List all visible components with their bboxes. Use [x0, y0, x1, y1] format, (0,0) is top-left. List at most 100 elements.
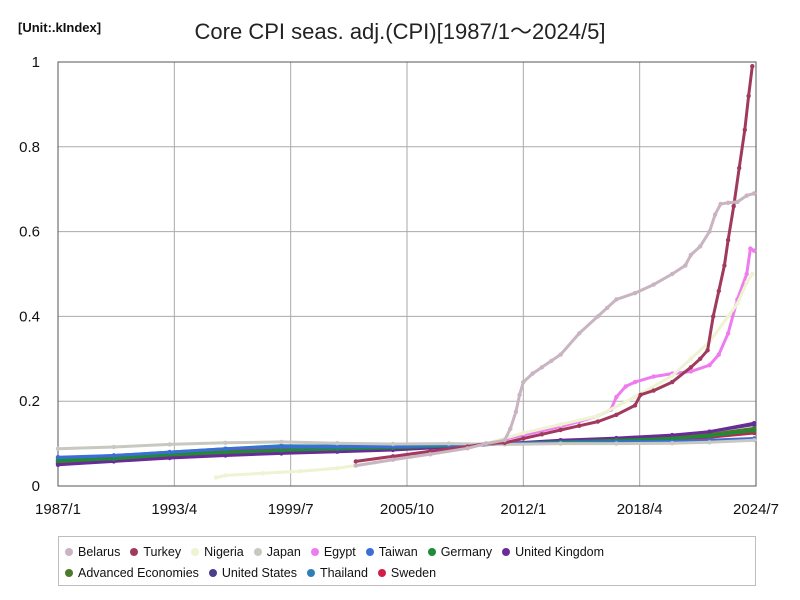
data-point-japan: [670, 441, 675, 446]
x-tick-label: 2005/10: [380, 501, 434, 518]
legend-item-germany: Germany: [427, 541, 492, 562]
data-point-belarus: [353, 463, 358, 468]
series-turkey: [353, 63, 755, 464]
data-point-turkey: [742, 127, 747, 132]
legend-label: Sweden: [390, 565, 437, 580]
legend-swatch: [253, 547, 262, 556]
legend-swatch: [306, 568, 315, 577]
data-point-nigeria: [214, 475, 219, 480]
x-tick-label: 2012/1: [500, 501, 546, 518]
data-point-japan: [223, 440, 228, 445]
data-point-japan: [279, 439, 284, 445]
data-point-germany: [223, 449, 228, 455]
data-point-taiwan: [55, 455, 61, 460]
legend-label: Nigeria: [204, 544, 244, 559]
chart-grid: [57, 61, 757, 487]
data-point-taiwan: [223, 446, 228, 451]
data-point-egypt: [716, 352, 721, 357]
data-point-belarus: [707, 229, 712, 234]
legend-item-belarus: Belarus: [65, 541, 120, 562]
data-point-nigeria: [595, 413, 600, 419]
y-tick-label: 0.6: [19, 224, 40, 241]
data-point-japan: [707, 440, 712, 445]
data-point-belarus: [539, 365, 545, 370]
data-point-nigeria: [632, 394, 638, 400]
data-point-belarus: [718, 201, 723, 207]
data-point-nigeria: [521, 430, 526, 436]
legend-label: Egypt: [323, 544, 356, 559]
series-japan: [55, 438, 757, 451]
data-point-germany: [55, 458, 61, 463]
data-point-belarus: [683, 263, 688, 268]
data-point-turkey: [705, 348, 710, 353]
data-point-belarus: [604, 305, 610, 311]
data-point-turkey: [670, 379, 675, 385]
data-point-turkey: [722, 263, 727, 268]
series-layer: [55, 63, 757, 480]
data-point-turkey: [737, 165, 742, 171]
data-point-taiwan: [279, 444, 284, 450]
data-point-egypt: [707, 363, 712, 368]
y-tick-label: 0.2: [19, 393, 40, 410]
legend-label: Taiwan: [378, 544, 418, 559]
legend-item-turkey: Turkey: [130, 541, 181, 562]
legend-label: Thailand: [319, 565, 368, 580]
data-point-united-kingdom: [751, 421, 757, 426]
series-line-united-kingdom: [57, 421, 755, 467]
legend-label: Advanced Economies: [78, 565, 199, 580]
legend-swatch: [377, 568, 386, 577]
data-point-taiwan: [167, 449, 172, 455]
data-point-nigeria: [725, 314, 731, 319]
data-point-turkey: [750, 63, 755, 69]
legend-swatch: [65, 568, 73, 577]
data-point-belarus: [614, 297, 619, 302]
data-point-united-kingdom: [223, 453, 228, 458]
data-point-turkey: [638, 392, 643, 397]
data-point-belarus: [517, 392, 522, 397]
legend-item-taiwan: Taiwan: [365, 541, 418, 562]
data-point-japan: [390, 441, 396, 447]
data-point-turkey: [353, 459, 358, 464]
data-point-germany: [111, 456, 117, 462]
legend-swatch: [427, 547, 436, 556]
y-tick-label: 0.8: [19, 139, 40, 156]
data-point-belarus: [712, 212, 718, 217]
y-tick-label: 1: [32, 54, 40, 71]
legend-item-united-kingdom: United Kingdom: [502, 541, 604, 562]
data-point-belarus: [521, 379, 526, 385]
legend-label: Turkey: [143, 544, 182, 559]
data-point-belarus: [502, 438, 507, 443]
legend-item-nigeria: Nigeria: [191, 541, 244, 562]
legend-swatch: [502, 547, 511, 556]
data-point-nigeria: [735, 301, 740, 306]
data-point-nigeria: [744, 280, 749, 285]
data-point-belarus: [428, 452, 433, 457]
y-tick-label: 0: [32, 478, 40, 495]
data-point-belarus: [508, 426, 513, 431]
data-point-turkey: [632, 403, 638, 408]
data-point-egypt: [744, 271, 749, 277]
series-line-nigeria: [215, 273, 754, 479]
data-point-turkey: [698, 356, 703, 361]
x-tick-label: 2018/4: [617, 501, 663, 518]
data-point-nigeria: [297, 469, 303, 474]
data-point-belarus: [751, 191, 757, 196]
data-point-united-kingdom: [670, 432, 675, 438]
data-point-turkey: [688, 365, 694, 370]
data-point-belarus: [513, 409, 519, 414]
data-point-turkey: [539, 432, 545, 437]
data-point-belarus: [670, 271, 675, 277]
unit-label: [Unit:.kIndex]: [18, 20, 102, 35]
data-point-belarus: [549, 358, 554, 364]
data-point-belarus: [577, 331, 582, 336]
data-point-turkey: [711, 314, 716, 319]
data-point-turkey: [595, 419, 600, 424]
data-point-nigeria: [260, 471, 265, 476]
legend-swatch: [65, 547, 73, 556]
legend-label: Belarus: [78, 544, 121, 559]
data-point-belarus: [632, 290, 638, 296]
data-point-united-kingdom: [55, 462, 61, 467]
data-point-germany: [707, 433, 712, 439]
data-point-belarus: [735, 199, 740, 205]
